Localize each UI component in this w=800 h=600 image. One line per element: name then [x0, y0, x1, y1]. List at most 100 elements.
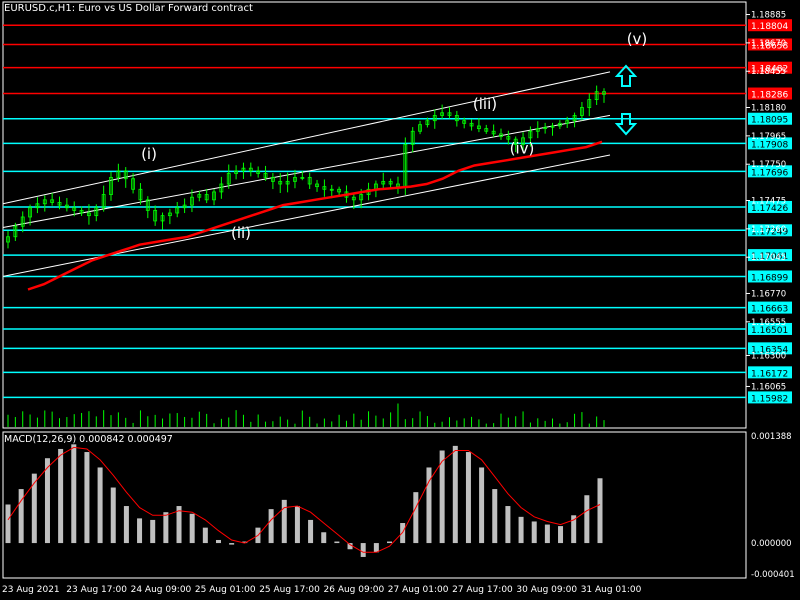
- macd-histogram-bar: [176, 506, 182, 544]
- macd-histogram-bar: [347, 543, 353, 550]
- candle-body: [197, 194, 202, 198]
- arrow-down-icon: [614, 113, 638, 136]
- level-price-label: 1.16663: [751, 305, 788, 315]
- macd-histogram-bar: [334, 541, 340, 544]
- time-tick-label: 23 Aug 2021: [2, 585, 60, 595]
- level-price-label: 1.15982: [751, 394, 788, 404]
- candle-body: [219, 183, 224, 193]
- macd-histogram-bar: [413, 492, 419, 544]
- candle-body: [116, 170, 121, 178]
- candle-body: [6, 236, 10, 243]
- candle-body: [101, 194, 106, 209]
- time-tick-label: 30 Aug 09:00: [516, 585, 577, 595]
- candle-body: [447, 112, 452, 116]
- price-tick-label: 1.18670: [751, 39, 786, 49]
- macd-histogram-bar: [123, 506, 129, 544]
- level-label-bg: [748, 270, 792, 283]
- price-tick-label: 1.18180: [751, 104, 786, 114]
- macd-histogram-bar: [5, 504, 11, 544]
- price-tick-label: 1.16555: [751, 318, 786, 328]
- candle-body: [204, 194, 209, 201]
- candle-body: [418, 124, 422, 132]
- candle-body: [521, 137, 525, 145]
- candle-body: [484, 128, 489, 132]
- candle-body: [580, 107, 584, 116]
- candle-body: [587, 99, 592, 108]
- candle-body: [212, 191, 216, 201]
- candle-body: [506, 136, 511, 140]
- level-label-bg: [748, 19, 792, 32]
- macd-histogram-bar: [584, 495, 590, 544]
- candle-body: [359, 194, 364, 201]
- level-label-bg: [748, 87, 792, 100]
- candle-body: [241, 167, 246, 172]
- candle-body: [440, 112, 445, 116]
- level-label-bg: [748, 366, 792, 379]
- candle-body: [322, 186, 327, 190]
- level-price-label: 1.18658: [751, 41, 788, 51]
- candle-body: [278, 180, 283, 185]
- candle-body: [432, 115, 437, 122]
- time-tick-label: 23 Aug 17:00: [66, 585, 127, 595]
- candle-body: [94, 207, 99, 217]
- macd-histogram-bar: [558, 526, 564, 544]
- macd-panel[interactable]: [2, 431, 747, 579]
- level-price-label: 1.18095: [751, 116, 788, 126]
- macd-histogram-bar: [229, 543, 235, 545]
- macd-histogram-bar: [110, 487, 116, 544]
- candle-body: [57, 202, 62, 206]
- macd-histogram-bar: [31, 473, 37, 544]
- macd-histogram-bar: [281, 499, 287, 544]
- macd-histogram-bar: [479, 467, 485, 544]
- macd-tick-label: -0.000401: [751, 570, 795, 580]
- price-tick-label: 1.17965: [751, 132, 786, 142]
- candle-body: [513, 138, 518, 145]
- candle-body: [491, 130, 496, 135]
- candle-body: [64, 204, 69, 209]
- macd-histogram-bar: [268, 509, 274, 544]
- candle-body: [20, 216, 25, 227]
- candle-body: [550, 125, 555, 128]
- macd-histogram-bar: [150, 519, 156, 544]
- time-tick-label: 26 Aug 09:00: [324, 585, 385, 595]
- level-price-label: 1.16501: [751, 326, 788, 336]
- macd-histogram-bar: [597, 478, 603, 544]
- candle-body: [248, 167, 253, 172]
- candle-body: [499, 133, 503, 137]
- macd-histogram-bar: [505, 506, 511, 544]
- candle-body: [594, 91, 599, 100]
- price-tick-label: 1.17260: [751, 225, 786, 235]
- price-tick-label: 1.16770: [751, 289, 786, 299]
- macd-histogram-bar: [58, 448, 64, 544]
- candle-body: [123, 170, 128, 180]
- price-panel-border: [2, 1, 747, 429]
- candle-body: [153, 209, 158, 222]
- level-price-label: 1.18804: [751, 22, 788, 32]
- price-tick-label: 1.17475: [751, 196, 786, 206]
- candle-body: [565, 120, 570, 124]
- level-label-bg: [748, 391, 792, 404]
- candle-body: [351, 196, 356, 201]
- level-price-label: 1.18482: [751, 65, 788, 75]
- candle-body: [72, 207, 77, 211]
- macd-histogram-bar: [308, 519, 314, 544]
- moving-average-line: [27, 140, 603, 291]
- candle-body: [160, 215, 165, 222]
- level-price-label: 1.16172: [751, 369, 788, 379]
- candle-body: [315, 183, 319, 188]
- level-price-label: 1.17696: [751, 168, 788, 178]
- macd-histogram-bar: [387, 541, 393, 544]
- price-panel[interactable]: (i) (ii) (iii) (iv) (v): [2, 1, 747, 429]
- candle-body: [528, 130, 533, 139]
- level-price-label: 1.17061: [751, 252, 788, 262]
- macd-histogram-bar: [492, 489, 498, 544]
- macd-histogram-bar: [518, 516, 524, 544]
- level-price-label: 1.18286: [751, 91, 788, 101]
- candle-body: [300, 177, 305, 179]
- time-tick-label: 24 Aug 09:00: [131, 585, 192, 595]
- time-tick-label: 31 Aug 01:00: [581, 585, 642, 595]
- candle-body: [175, 207, 180, 214]
- macd-histogram-bar: [452, 445, 458, 544]
- candle-body: [13, 225, 18, 238]
